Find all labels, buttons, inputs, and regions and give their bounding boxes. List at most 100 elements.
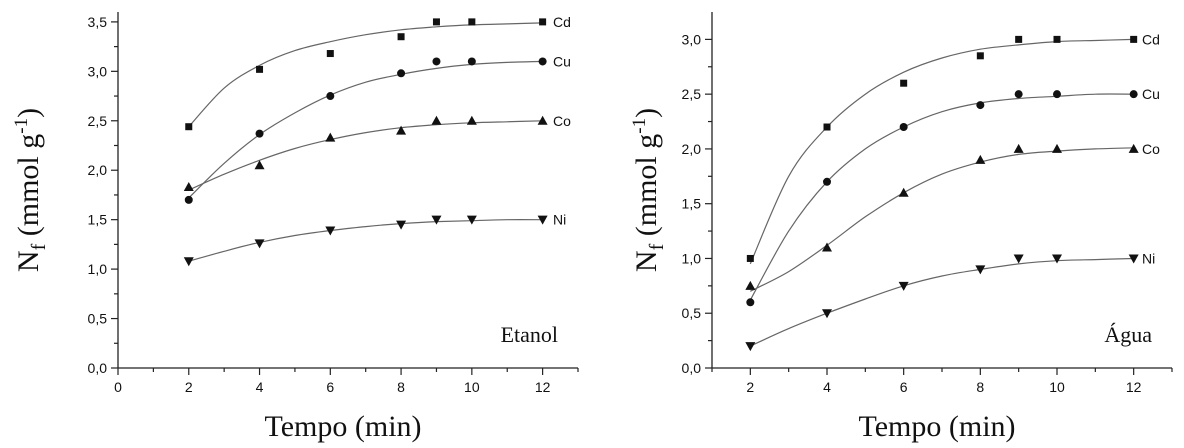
x-tick-label: 2 (185, 379, 193, 395)
fit-curve-co (750, 147, 1134, 292)
y-axis-title-main: N (12, 250, 45, 272)
data-point-cd (1015, 35, 1023, 43)
data-point-cd (976, 52, 984, 60)
x-tick-label: 4 (823, 379, 831, 395)
data-point-ni (898, 281, 909, 291)
x-tick-label: 4 (256, 379, 264, 395)
data-point-cd (397, 33, 405, 41)
y-axis-title: Nf (mmol g-1) (11, 108, 50, 272)
y-tick-label: 2,5 (88, 113, 108, 129)
data-point-cu (976, 101, 985, 110)
data-point-cu (1129, 90, 1138, 99)
panel-label: Etanol (501, 322, 558, 347)
fit-curve-cd (188, 22, 543, 128)
data-point-cu (397, 69, 406, 78)
data-point-co (254, 160, 265, 170)
series-label-co: Co (553, 113, 571, 129)
data-point-ni (254, 239, 265, 249)
fit-curve-cu (749, 93, 1134, 301)
y-tick-label: 2,0 (88, 162, 108, 178)
x-tick-label: 8 (976, 379, 984, 395)
data-point-co (466, 115, 477, 125)
series-label-cd: Cd (553, 14, 571, 30)
fit-curve-ni (188, 219, 543, 262)
y-tick-label: 1,0 (88, 261, 108, 277)
data-point-cd (185, 123, 193, 131)
fit-curve-cd (749, 38, 1134, 265)
series-label-cd: Cd (1142, 31, 1160, 47)
data-point-cu (823, 177, 831, 186)
data-point-cu (899, 123, 908, 132)
data-point-co (1128, 143, 1139, 153)
data-point-co (431, 115, 442, 125)
series-label-cu: Cu (553, 53, 571, 69)
y-tick-label: 1,5 (682, 196, 702, 212)
data-point-co (537, 115, 548, 125)
data-point-cu (467, 57, 476, 66)
x-tick-label: 6 (900, 379, 908, 395)
series-label-ni: Ni (553, 212, 566, 228)
y-axis-title: Nf (mmol g-1) (629, 108, 668, 272)
fit-curve-co (188, 120, 543, 191)
y-tick-label: 3,0 (682, 31, 702, 47)
x-tick-label: 12 (1126, 379, 1142, 395)
data-point-cu (1053, 90, 1061, 99)
data-point-cu (255, 129, 264, 138)
data-point-cu (326, 92, 335, 101)
fit-curve-ni (750, 257, 1134, 347)
panel-label: Água (1104, 322, 1152, 347)
data-point-ni (537, 215, 548, 225)
y-tick-label: 0,5 (682, 305, 702, 321)
y-tick-label: 1,5 (88, 212, 108, 228)
data-point-ni (431, 215, 442, 225)
y-tick-label: 0,5 (88, 311, 108, 327)
data-point-ni (1052, 254, 1062, 264)
data-point-ni (975, 265, 986, 275)
data-point-co (396, 125, 407, 135)
y-tick-label: 0,0 (682, 360, 702, 376)
data-point-cd (326, 50, 334, 58)
y-axis-title-close: ) (630, 108, 663, 118)
data-point-ni (745, 342, 756, 352)
data-point-ni (325, 226, 336, 236)
y-tick-label: 0,0 (88, 360, 108, 376)
x-axis-title: Tempo (min) (264, 410, 421, 443)
data-point-ni (466, 215, 477, 225)
data-point-cu (746, 298, 755, 307)
y-tick-label: 3,5 (88, 14, 108, 30)
data-point-cu (1014, 90, 1023, 99)
data-point-co (745, 280, 756, 290)
data-point-cd (432, 18, 440, 26)
y-axis-title-main: N (630, 250, 663, 272)
chart-panel-0: 0 2 4 6 8 10 12 0,0 0,5 1,0 1,5 2,0 2,5 3,0 3,5 Nf (mmo… (11, 12, 579, 443)
data-point-co (975, 154, 986, 164)
data-point-cd (468, 18, 476, 26)
series-label-cu: Cu (1142, 86, 1160, 102)
y-axis-title-sub: f (646, 243, 668, 250)
x-tick-label: 0 (114, 379, 122, 395)
data-point-cu (538, 57, 547, 66)
data-point-co (1013, 143, 1024, 153)
x-tick-label: 12 (535, 379, 551, 395)
data-point-cd (746, 254, 754, 262)
fit-curve-cu (188, 60, 543, 199)
x-axis-title: Tempo (min) (858, 410, 1015, 443)
y-axis-title-unit: (mmol g (630, 134, 663, 244)
chart-panel-1: 2 4 6 8 10 12 0,0 0,5 1,0 1,5 2,0 2,5 3,0 Nf (mmol g-… (629, 12, 1173, 443)
y-tick-label: 2,0 (682, 141, 702, 157)
y-axis-title-unit: (mmol g (12, 134, 45, 244)
data-point-co (325, 132, 336, 142)
data-point-co (1052, 143, 1062, 153)
y-axis-title-sup: -1 (629, 118, 650, 134)
data-point-co (822, 242, 832, 252)
x-tick-label: 10 (1049, 379, 1065, 395)
x-tick-label: 6 (326, 379, 334, 395)
data-point-ni (822, 309, 832, 319)
data-point-co (183, 182, 194, 192)
x-tick-label: 2 (746, 379, 754, 395)
data-point-ni (396, 220, 407, 230)
data-point-cu (432, 57, 441, 66)
data-point-cd (256, 65, 264, 73)
data-point-cd (1053, 35, 1061, 43)
